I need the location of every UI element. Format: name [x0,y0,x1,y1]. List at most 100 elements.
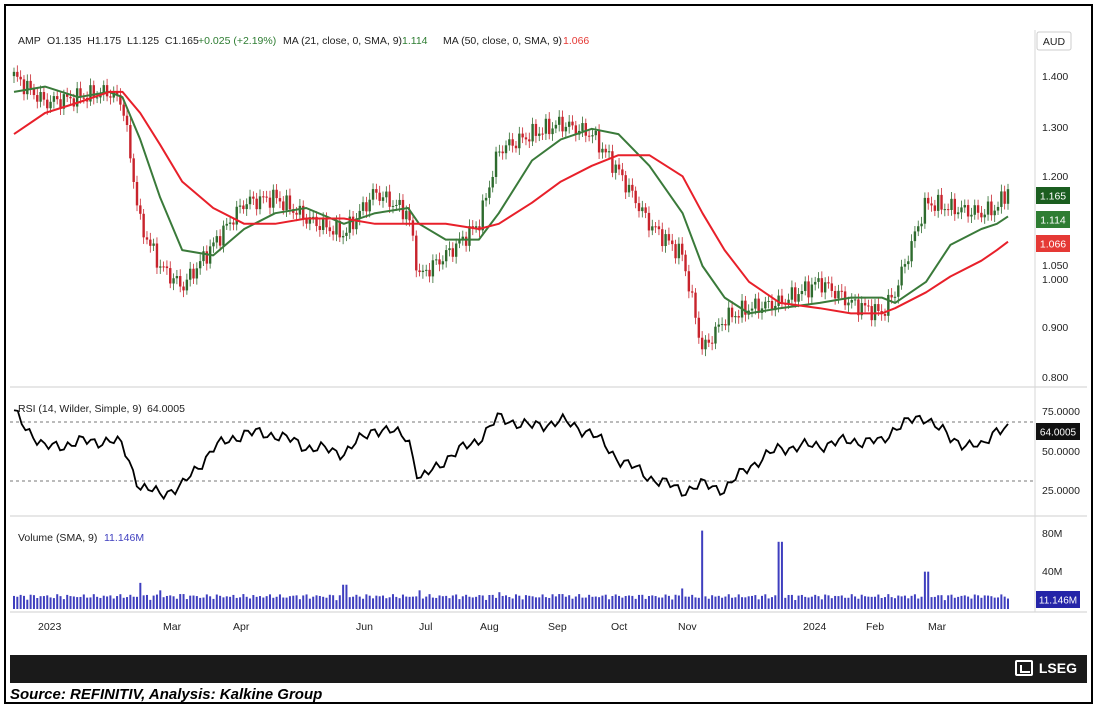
volume-bar [717,595,720,609]
candle-body [29,80,32,89]
candle-body [46,99,49,109]
volume-bar [760,595,763,609]
candle-body [135,181,139,206]
candle-body [867,305,870,307]
volume-bar [82,594,85,609]
volume-bar [997,597,1000,609]
volume-bar [401,594,404,609]
ma21-legend-value: 1.114 [402,35,428,47]
volume-bar [578,594,581,609]
volume-bar [691,594,694,609]
candle-body [1003,191,1006,204]
volume-bar [461,596,464,609]
volume-bar [428,594,431,609]
lseg-logo-icon [1014,660,1033,676]
volume-bar [288,596,291,609]
currency-box[interactable] [1036,31,1072,51]
volume-bar [907,598,910,609]
volume-bar [784,597,787,609]
candle-body [188,268,192,280]
candle-body [800,291,804,295]
candle-body [82,97,86,99]
candle-body [644,207,647,213]
candle-body [295,212,298,215]
volume-bar [671,599,674,609]
volume-bar [621,597,624,609]
x-tick: Sep [548,621,567,633]
ma50-price-tag-text: 1.066 [1040,239,1066,251]
candle-body [674,244,677,259]
volume-bar [312,596,315,609]
volume-panel-value: 11.146M [104,532,144,544]
volume-bar [737,594,740,609]
candle-body [62,94,66,109]
volume-bar [897,595,900,609]
volume-bar [155,594,158,609]
lseg-logo: LSEG [1014,660,1077,676]
candle-body [727,307,730,326]
volume-bar [76,597,79,609]
candle-body [594,130,597,136]
candle-body [268,197,272,208]
candle-body [700,337,704,350]
volume-bar [834,595,837,609]
candle-body [614,164,617,173]
volume-bar [46,595,49,609]
volume-bar [893,598,896,609]
rsi-series-layer [13,409,1009,501]
volume-bar [794,600,797,609]
candle-body [341,235,345,238]
volume-bar [568,595,571,609]
volume-bar [940,595,943,609]
candle-body [36,95,39,102]
volume-bar [239,597,242,609]
candle-body [149,239,152,246]
candle-body [953,198,957,215]
volume-bar [970,598,973,609]
volume-bar [807,597,810,609]
volume-bar [335,600,338,609]
candle-body [504,145,508,154]
candle-body [56,96,59,100]
x-axis: 2023 Mar Apr Jun Jul Aug Sep Oct Nov 202… [38,621,947,633]
candle-body [794,287,797,302]
candle-body [797,294,800,302]
volume-bar [814,594,817,609]
candle-body [318,226,322,230]
volume-bar [857,598,860,609]
volume-value-tag [1036,591,1080,608]
candle-body [79,88,82,98]
candle-body [634,190,637,204]
volume-bar [142,595,145,609]
volume-bar [701,530,704,609]
candle-body [883,313,887,316]
candle-body [26,80,29,95]
candle-body [887,294,890,316]
ma50-legend-label: MA (50, close, 0, SMA, 9) [443,35,562,47]
volume-bar [471,597,474,609]
volume-bar [631,595,634,609]
volume-bar [132,596,135,609]
candle-body [444,250,448,262]
candle-body [1006,189,1010,204]
candle-body [897,285,900,297]
volume-bar [514,594,517,609]
volume-bar [205,594,208,609]
volume-bar [1003,596,1006,609]
candle-body [548,118,551,135]
volume-bar [451,595,454,609]
candle-body [710,342,714,344]
candle-body [368,199,371,212]
volume-bar [554,596,557,609]
candle-body [311,216,315,218]
volume-bar [318,595,321,609]
rsi-line [13,409,1009,501]
candle-body [754,298,757,309]
candle-body [125,115,129,126]
volume-bar [721,597,724,609]
candle-body [996,206,1000,211]
volume-bar [328,594,331,609]
volume-bar [182,594,185,609]
candle-body [212,242,215,247]
volume-bar [757,599,760,609]
